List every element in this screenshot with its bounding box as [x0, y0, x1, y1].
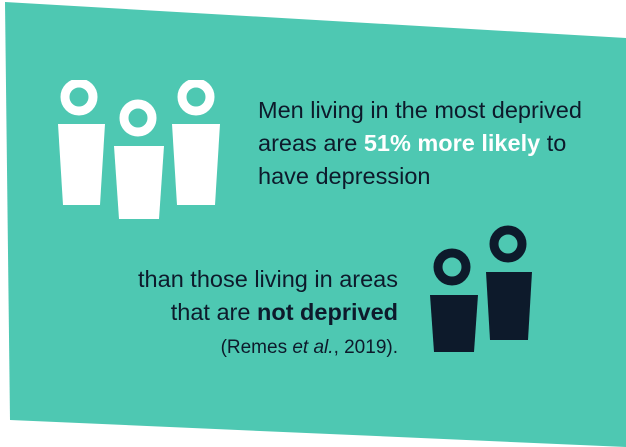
citation: (Remes et al., 2019). — [221, 337, 398, 358]
citation-etal: et al. — [292, 337, 334, 358]
citation-author: (Remes — [220, 337, 293, 358]
statement-text: to have depression — [258, 130, 567, 189]
two-people-icon — [428, 225, 532, 352]
highlight-statistic: 51% more likely — [363, 130, 541, 156]
statement-part-1: Men living in the most deprived areas ar… — [258, 94, 608, 193]
statement-text: than those living in areas that are — [138, 266, 398, 325]
bold-phrase: not deprived — [256, 299, 398, 325]
three-people-icon — [58, 80, 220, 219]
citation-year: , 2019). — [333, 337, 398, 358]
statement-part-2: than those living in areas that are not … — [100, 263, 398, 364]
statement-text: Men living in the most deprived areas ar… — [258, 97, 582, 156]
